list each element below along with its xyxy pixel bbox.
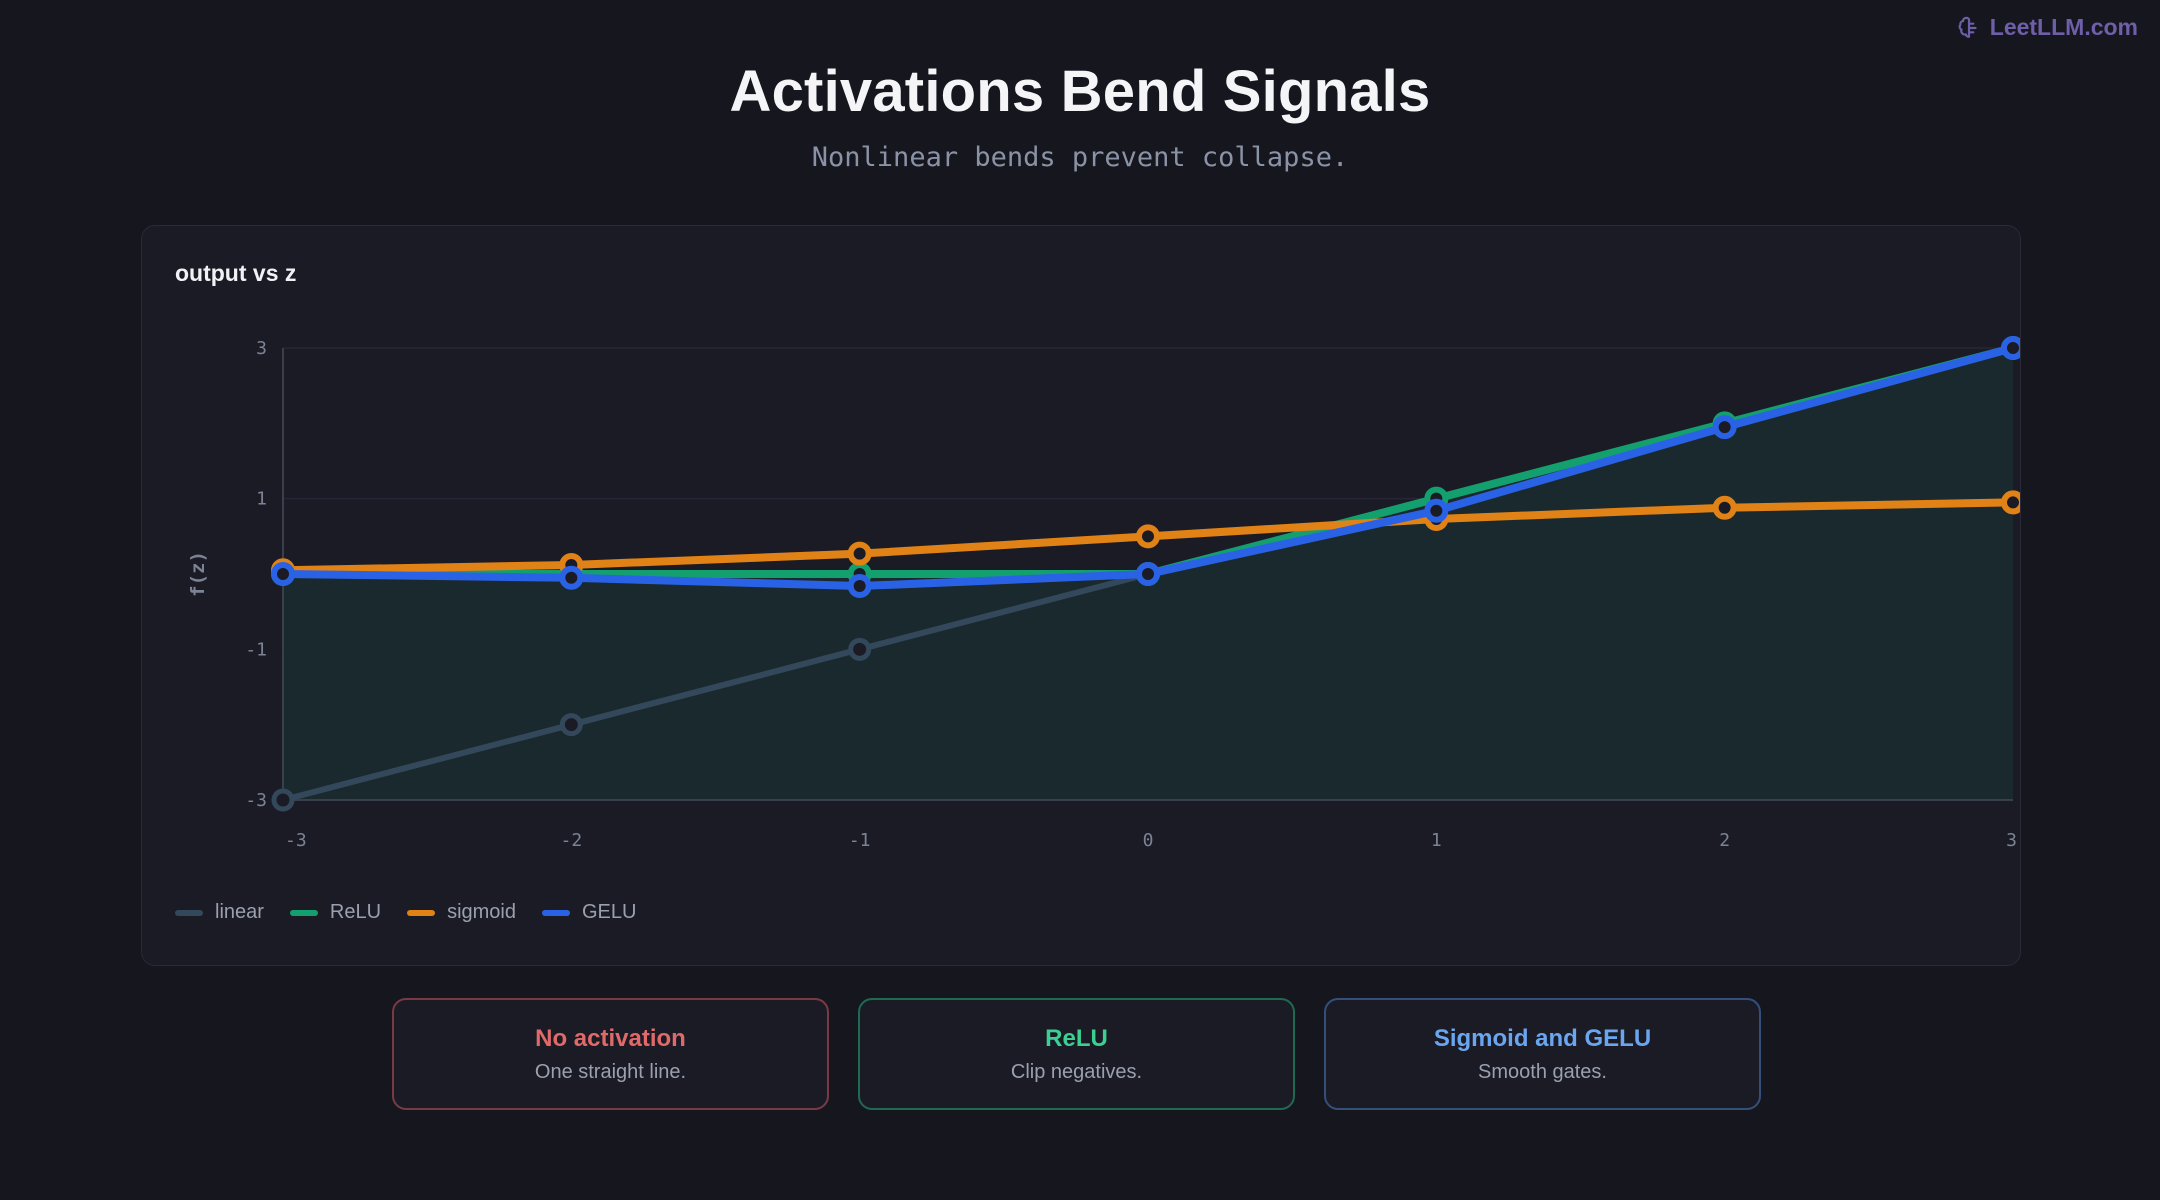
y-axis-label: f(z) [187,551,209,597]
data-point-sigmoid [2001,490,2020,515]
data-point-linear [559,713,583,737]
data-point-gelu [559,565,584,590]
legend-swatch [541,909,570,916]
legend-label: sigmoid [447,901,516,923]
card-text: One straight line. [534,1060,687,1083]
data-point-sigmoid [1712,495,1737,520]
data-point-linear [271,788,295,812]
card-row: No activation One straight line. ReLU Clip … [392,998,1761,1110]
chart-legend: linear ReLU sigmoid GELU [175,901,636,924]
legend-swatch [175,909,203,916]
legend-item-gelu: GELU [541,901,637,924]
data-point-gelu [271,562,295,586]
data-point-sigmoid [1136,524,1160,549]
x-tick-label: -2 [560,830,582,851]
page-subtitle: Nonlinear bends prevent collapse. [811,142,1349,173]
x-tick-label: -1 [849,830,871,851]
x-tick-label: 1 [1431,830,1442,851]
y-tick-label: -1 [245,639,267,660]
legend-item-linear: linear [175,901,264,924]
data-point-gelu [2001,336,2020,360]
data-point-gelu [1712,415,1737,440]
card-text: Clip negatives. [1010,1060,1143,1083]
x-tick-label: 0 [1143,830,1154,851]
brand-logo[interactable]: LeetLLM.com [1956,14,2138,41]
legend-item-relu: ReLU [289,901,382,924]
data-point-linear [848,637,872,661]
y-tick-label: -3 [245,790,267,811]
info-card: Sigmoid and GELU Smooth gates. [1324,998,1761,1110]
card-title: ReLU [1045,1024,1108,1052]
legend-swatch [407,909,436,916]
chart-title: output vs z [175,260,297,286]
data-point-gelu [847,574,872,599]
data-point-sigmoid [847,541,872,566]
legend-item-sigmoid: sigmoid [407,901,516,924]
legend-label: ReLU [329,901,382,923]
line-chart: 3 1 -1 -3 -3 -2 -1 0 1 2 3 f(z) [187,336,2020,851]
chart-panel: output vs z 3 1 -1 -3 -3 -2 -1 0 1 2 3 f(z) linear R… [141,225,2021,966]
info-card: No activation One straight line. [392,998,829,1110]
y-tick-label: 3 [256,338,267,359]
data-point-gelu [1424,498,1449,523]
brand-label: LeetLLM.com [1989,14,2138,40]
info-card: ReLU Clip negatives. [858,998,1295,1110]
legend-label: GELU [581,901,637,923]
legend-label: linear [215,901,264,923]
data-point-gelu [1136,562,1160,586]
card-title: No activation [535,1024,686,1052]
y-tick-label: 1 [256,489,267,510]
x-tick-label: 3 [2006,830,2017,851]
x-tick-label: 2 [1719,830,1730,851]
card-title: Sigmoid and GELU [1433,1024,1652,1052]
brain-icon [1958,16,1977,38]
card-text: Smooth gates. [1478,1060,1607,1083]
legend-swatch [289,909,318,916]
x-tick-label: -3 [285,830,307,851]
page-title: Activations Bend Signals [729,59,1431,124]
